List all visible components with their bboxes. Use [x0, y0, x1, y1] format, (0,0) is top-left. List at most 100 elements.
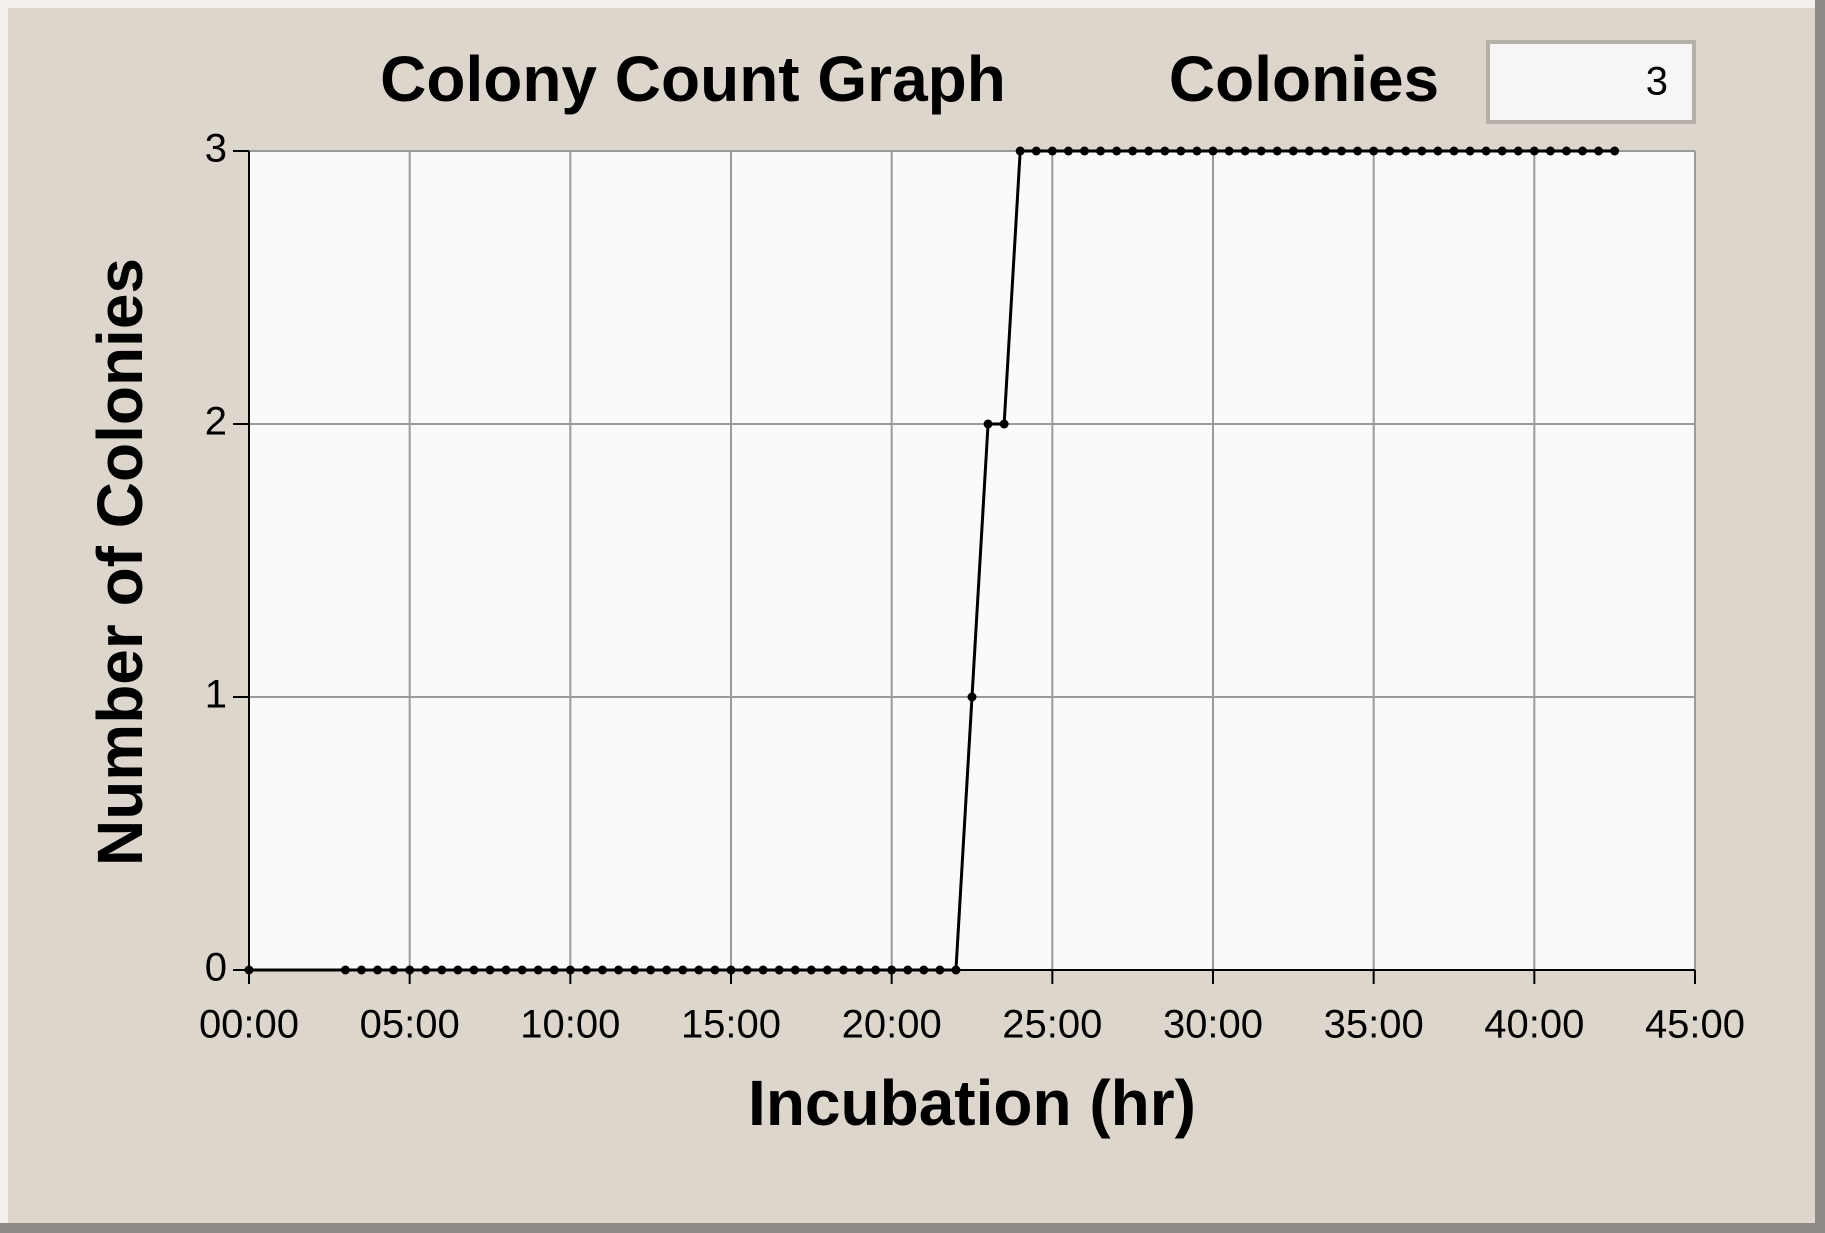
y-axis-title: Number of Colonies	[84, 258, 156, 866]
data-point	[1304, 146, 1314, 156]
data-point	[1337, 146, 1347, 156]
data-point	[356, 965, 366, 975]
data-point	[726, 965, 736, 975]
data-point	[373, 965, 383, 975]
data-point	[758, 965, 768, 975]
data-point	[1513, 146, 1523, 156]
x-tick-label: 45:00	[1645, 1003, 1745, 1047]
data-point	[485, 965, 495, 975]
data-point	[1385, 146, 1395, 156]
x-tick-label: 30:00	[1163, 1003, 1263, 1047]
y-tick-label: 2	[205, 400, 227, 444]
data-point	[887, 965, 897, 975]
y-tick-label: 0	[205, 946, 227, 990]
data-point	[838, 965, 848, 975]
data-point	[1481, 146, 1491, 156]
data-point	[1594, 146, 1604, 156]
data-point	[1497, 146, 1507, 156]
data-point	[967, 692, 977, 702]
data-point	[1015, 146, 1025, 156]
data-point	[405, 965, 415, 975]
data-point	[806, 965, 816, 975]
x-tick-label: 10:00	[520, 1003, 620, 1047]
panel-shadow	[1815, 0, 1825, 1233]
data-point	[790, 965, 800, 975]
data-point	[855, 965, 865, 975]
data-point	[549, 965, 559, 975]
x-tick-label: 40:00	[1484, 1003, 1584, 1047]
data-point	[710, 965, 720, 975]
data-point	[630, 965, 640, 975]
data-point	[1192, 146, 1202, 156]
data-point	[1047, 146, 1057, 156]
data-point	[1561, 146, 1571, 156]
data-point	[1031, 146, 1041, 156]
data-point	[1144, 146, 1154, 156]
data-point	[1224, 146, 1234, 156]
data-point	[517, 965, 527, 975]
data-point	[774, 965, 784, 975]
data-point	[1320, 146, 1330, 156]
plot-area	[249, 151, 1695, 970]
x-tick-label: 00:00	[199, 1003, 299, 1047]
panel-shadow	[0, 1223, 1825, 1233]
data-point	[662, 965, 672, 975]
data-point	[1353, 146, 1363, 156]
data-point	[244, 965, 254, 975]
data-point	[1096, 146, 1106, 156]
data-point	[822, 965, 832, 975]
data-point	[1112, 146, 1122, 156]
data-point	[646, 965, 656, 975]
data-point	[694, 965, 704, 975]
data-point	[1272, 146, 1282, 156]
data-point	[871, 965, 881, 975]
x-tick-label: 35:00	[1324, 1003, 1424, 1047]
data-point	[1529, 146, 1539, 156]
data-point	[1433, 146, 1443, 156]
data-point	[1079, 146, 1089, 156]
data-point	[1369, 146, 1379, 156]
data-point	[1128, 146, 1138, 156]
data-point	[581, 965, 591, 975]
data-point	[742, 965, 752, 975]
data-point	[533, 965, 543, 975]
data-point	[983, 419, 993, 429]
data-point	[1288, 146, 1298, 156]
data-point	[935, 965, 945, 975]
data-point	[340, 965, 350, 975]
data-point	[1610, 146, 1620, 156]
data-point	[999, 419, 1009, 429]
data-point	[469, 965, 479, 975]
y-tick-label: 3	[205, 127, 227, 171]
data-point	[453, 965, 463, 975]
data-point	[1208, 146, 1218, 156]
data-point	[1545, 146, 1555, 156]
data-point	[421, 965, 431, 975]
x-tick-label: 15:00	[681, 1003, 781, 1047]
data-point	[919, 965, 929, 975]
data-point	[1578, 146, 1588, 156]
data-point	[437, 965, 447, 975]
data-point	[1449, 146, 1459, 156]
x-axis-title: Incubation (hr)	[748, 1067, 1196, 1139]
x-tick-label: 20:00	[842, 1003, 942, 1047]
data-point	[1256, 146, 1266, 156]
y-tick-label: 1	[205, 673, 227, 717]
data-point	[501, 965, 511, 975]
data-point	[1176, 146, 1186, 156]
data-point	[1160, 146, 1170, 156]
data-point	[903, 965, 913, 975]
data-point	[678, 965, 688, 975]
data-point	[565, 965, 575, 975]
data-point	[1465, 146, 1475, 156]
indicator-label: Colonies	[1169, 43, 1439, 115]
data-point	[597, 965, 607, 975]
data-point	[1240, 146, 1250, 156]
x-tick-label: 05:00	[360, 1003, 460, 1047]
data-point	[1063, 146, 1073, 156]
data-point	[389, 965, 399, 975]
indicator-value: 3	[1646, 60, 1668, 104]
indicator-box	[1486, 40, 1696, 124]
